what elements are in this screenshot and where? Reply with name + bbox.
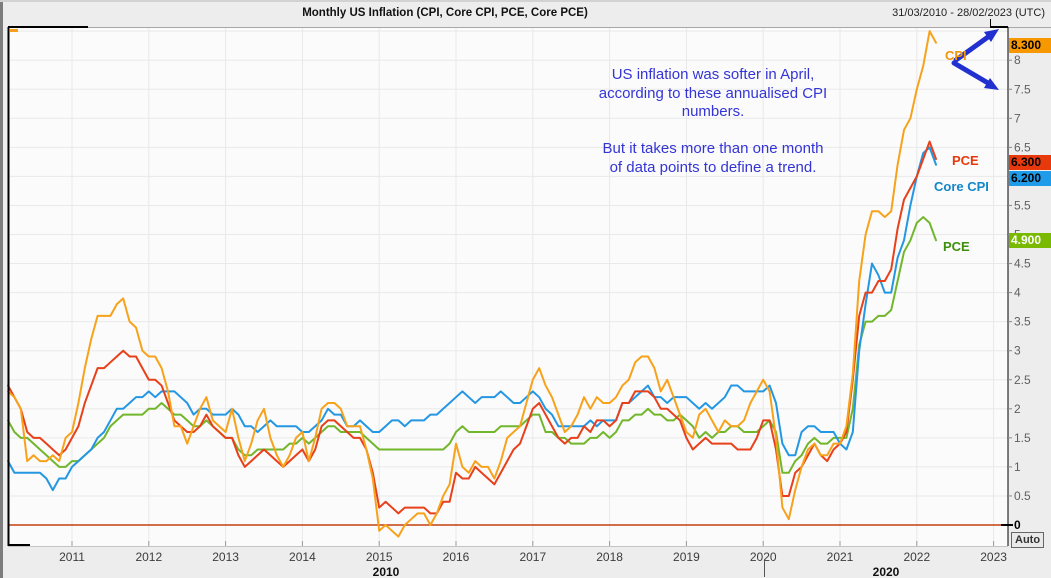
auto-button[interactable]: Auto (1011, 532, 1045, 548)
svg-text:2023: 2023 (980, 550, 1007, 564)
svg-text:3: 3 (1014, 344, 1021, 358)
svg-text:8: 8 (1014, 53, 1021, 67)
core-pce-price-flag: 4.900 (1009, 233, 1051, 248)
decade-separator (764, 559, 765, 577)
core-cpi-series-label: Core CPI (934, 179, 989, 194)
svg-text:1: 1 (1014, 460, 1021, 474)
svg-text:2019: 2019 (673, 550, 700, 564)
svg-text:2018: 2018 (596, 550, 623, 564)
annotation-text: US inflation was softer in April, accord… (598, 66, 828, 176)
svg-text:2014: 2014 (289, 550, 316, 564)
range-end-marker-bar (990, 26, 1008, 28)
svg-text:5.5: 5.5 (1014, 198, 1031, 212)
pce-series-label: PCE (952, 153, 979, 168)
core-pce-series-label: PCE (943, 239, 970, 254)
series-start-marker (10, 29, 18, 32)
svg-text:2013: 2013 (212, 550, 239, 564)
svg-text:2022: 2022 (903, 550, 930, 564)
svg-text:7.5: 7.5 (1014, 82, 1031, 96)
decade-label-2020: 2020 (872, 565, 900, 578)
core-cpi-price-flag: 6.200 (1009, 171, 1051, 186)
svg-text:6.5: 6.5 (1014, 140, 1031, 154)
svg-text:2017: 2017 (519, 550, 546, 564)
title-bar: Monthly US Inflation (CPI, Core CPI, PCE… (0, 2, 1051, 27)
pce-price-flag: 6.300 (1009, 155, 1051, 170)
svg-text:2015: 2015 (366, 550, 393, 564)
axis-corner-marker (8, 544, 30, 546)
cpi-series-label: CPI (945, 48, 967, 63)
svg-text:2: 2 (1014, 402, 1021, 416)
svg-text:1.5: 1.5 (1014, 431, 1031, 445)
svg-text:2016: 2016 (443, 550, 470, 564)
svg-text:2011: 2011 (59, 550, 85, 564)
svg-text:4.5: 4.5 (1014, 257, 1031, 271)
svg-text:4: 4 (1014, 286, 1021, 300)
timeline-scrollbar-thumb[interactable] (8, 26, 88, 28)
decade-label-2010: 2010 (372, 565, 400, 578)
svg-text:7: 7 (1014, 111, 1021, 125)
date-range-label: 31/03/2010 - 28/02/2023 (UTC) (892, 7, 1045, 19)
svg-text:3.5: 3.5 (1014, 315, 1031, 329)
range-end-marker (990, 19, 991, 27)
cpi-price-flag: 8.300 (1009, 38, 1051, 53)
svg-text:0.5: 0.5 (1014, 489, 1031, 503)
svg-text:2012: 2012 (135, 550, 162, 564)
svg-text:2021: 2021 (827, 550, 854, 564)
window-left-edge (0, 2, 3, 578)
chart-title: Monthly US Inflation (CPI, Core CPI, PCE… (302, 7, 588, 19)
svg-text:2.5: 2.5 (1014, 373, 1031, 387)
svg-text:0: 0 (1014, 518, 1021, 532)
